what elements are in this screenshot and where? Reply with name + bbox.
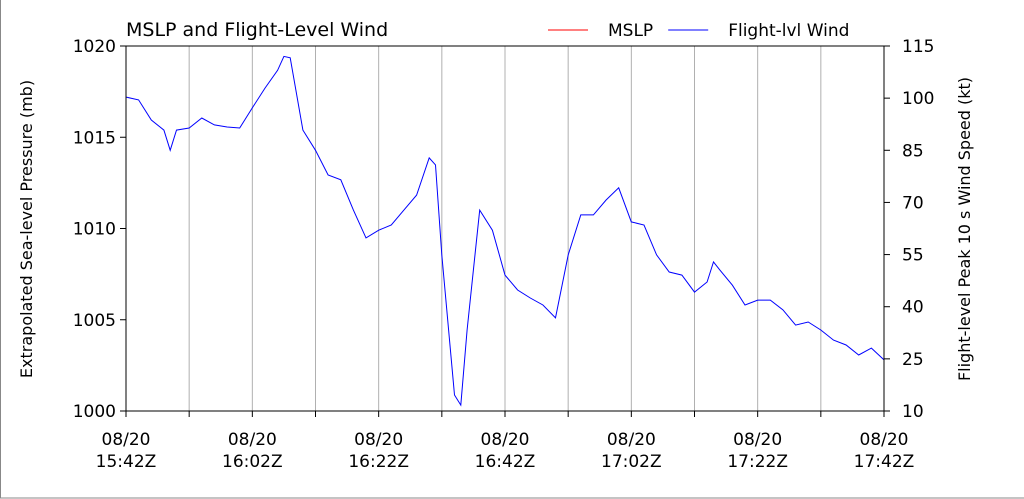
- x-tick-label: 08/20 17:02Z: [601, 430, 662, 472]
- y-tick-label: 1000: [73, 402, 116, 422]
- legend-label: Flight-lvl Wind: [728, 21, 849, 41]
- x-tick-label: 08/20 17:42Z: [854, 430, 915, 472]
- y2-tick-label: 70: [902, 193, 924, 213]
- y2-tick-label: 40: [902, 298, 924, 318]
- chart-title: MSLP and Flight-Level Wind: [126, 19, 388, 41]
- y-tick-label: 1015: [73, 128, 116, 148]
- legend-label: MSLP: [608, 21, 653, 41]
- x-tick-label: 08/20 16:22Z: [348, 430, 409, 472]
- y2-axis-label: Flight-level Peak 10 s Wind Speed (kt): [955, 77, 974, 381]
- plot-frame: [125, 45, 885, 412]
- y-tick-label: 1005: [73, 311, 116, 331]
- x-tick-label: 08/20 16:02Z: [222, 430, 283, 472]
- y2-tick-label: 25: [902, 350, 924, 370]
- y-tick-label: 1020: [73, 37, 116, 57]
- y-tick-label: 1010: [73, 220, 116, 240]
- y2-tick-label: 85: [902, 141, 924, 161]
- y2-tick-label: 115: [902, 37, 934, 57]
- x-tick-label: 08/20 16:42Z: [475, 430, 536, 472]
- y2-tick-label: 100: [902, 89, 934, 109]
- y2-tick-label: 10: [902, 402, 924, 422]
- y2-tick-label: 55: [902, 246, 924, 266]
- x-tick-label: 08/20 15:42Z: [96, 430, 157, 472]
- y-axis-label: Extrapolated Sea-level Pressure (mb): [17, 80, 36, 378]
- series-line: [125, 55, 885, 407]
- x-tick-label: 08/20 17:22Z: [727, 430, 788, 472]
